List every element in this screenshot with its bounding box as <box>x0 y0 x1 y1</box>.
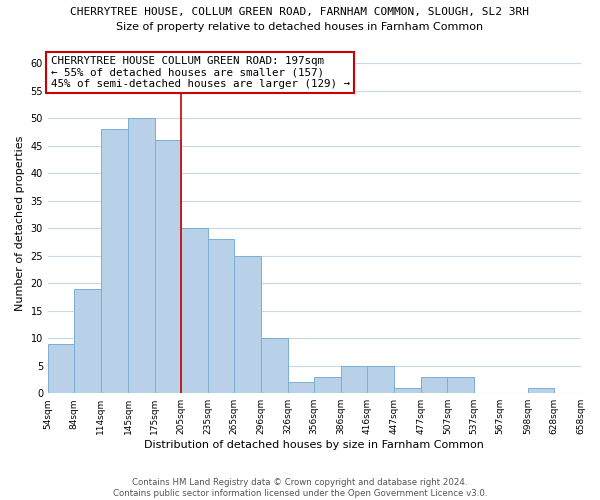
Text: Contains HM Land Registry data © Crown copyright and database right 2024.
Contai: Contains HM Land Registry data © Crown c… <box>113 478 487 498</box>
X-axis label: Distribution of detached houses by size in Farnham Common: Distribution of detached houses by size … <box>144 440 484 450</box>
Bar <box>208 240 234 393</box>
Bar <box>394 388 421 393</box>
Bar <box>128 118 155 393</box>
Bar <box>288 382 314 393</box>
Text: CHERRYTREE HOUSE, COLLUM GREEN ROAD, FARNHAM COMMON, SLOUGH, SL2 3RH: CHERRYTREE HOUSE, COLLUM GREEN ROAD, FAR… <box>71 8 530 18</box>
Bar <box>527 388 554 393</box>
Bar <box>262 338 288 393</box>
Text: CHERRYTREE HOUSE COLLUM GREEN ROAD: 197sqm
← 55% of detached houses are smaller : CHERRYTREE HOUSE COLLUM GREEN ROAD: 197s… <box>50 56 350 89</box>
Bar <box>314 376 341 393</box>
Bar <box>101 130 128 393</box>
Bar <box>448 376 474 393</box>
Y-axis label: Number of detached properties: Number of detached properties <box>15 135 25 310</box>
Bar <box>234 256 262 393</box>
Text: Size of property relative to detached houses in Farnham Common: Size of property relative to detached ho… <box>116 22 484 32</box>
Bar <box>421 376 448 393</box>
Bar <box>74 289 101 393</box>
Bar <box>181 228 208 393</box>
Bar <box>341 366 367 393</box>
Bar <box>367 366 394 393</box>
Bar <box>48 344 74 393</box>
Bar <box>155 140 181 393</box>
